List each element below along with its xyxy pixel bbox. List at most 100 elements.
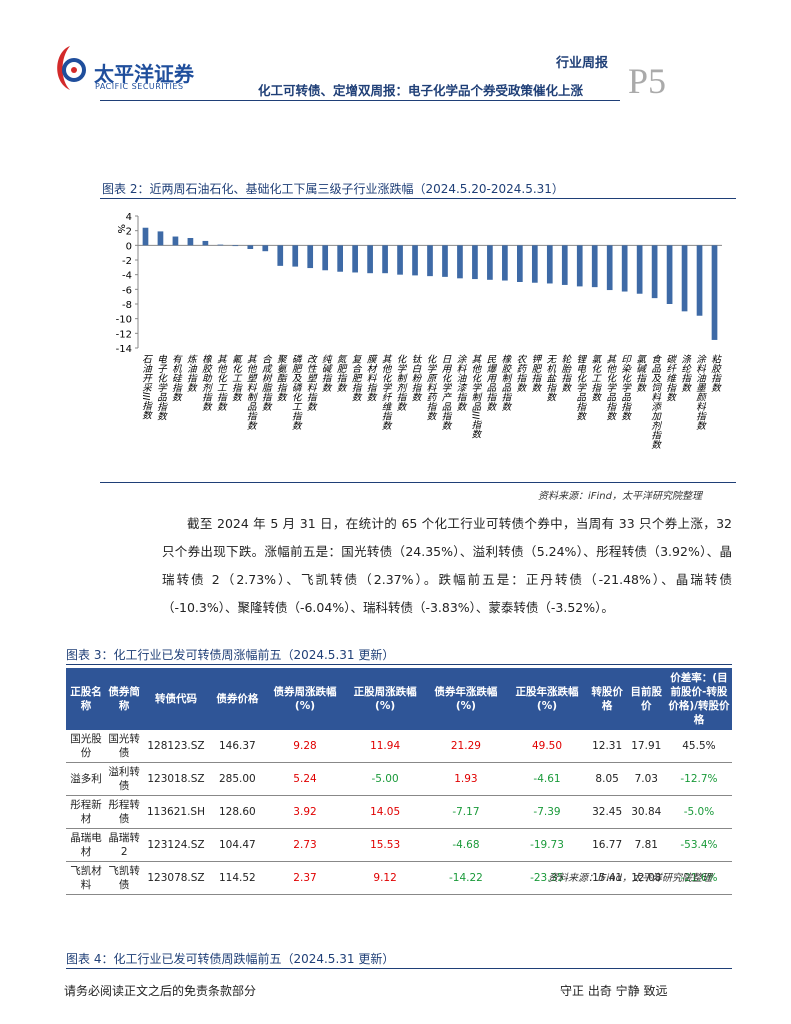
bar bbox=[591, 245, 598, 288]
report-title: 化工可转债、定增双周报：电子化学品个券受政策催化上涨 bbox=[258, 83, 584, 98]
y-tick-label: -12 bbox=[116, 329, 132, 340]
x-tick-label: 民爆用品指数 bbox=[484, 354, 496, 411]
x-tick-label: 橡胶制品指数 bbox=[499, 353, 511, 411]
table-cell: 45.5% bbox=[665, 730, 732, 763]
x-tick-label: 其他化学制品III指数 bbox=[469, 354, 481, 438]
bar bbox=[367, 245, 373, 274]
table-cell: 8.05 bbox=[587, 762, 627, 796]
y-tick-label: -2 bbox=[122, 256, 132, 267]
header-cell: 转债代码 bbox=[142, 668, 210, 730]
x-tick-label: 化学制剂指数 bbox=[395, 354, 407, 411]
bar bbox=[502, 245, 508, 281]
chart: %4 2 0 -2 -4 -6 -8 -10 -12 -14 石油开采III指数 电子化学品指数 有机硅… bbox=[115, 212, 722, 449]
x-tick-label: 改性塑料指数 bbox=[305, 354, 317, 411]
x-tick-label: 氮肥指数 bbox=[335, 354, 347, 392]
table-cell: 12.31 bbox=[587, 730, 627, 763]
x-tick-label: 纯碱指数 bbox=[320, 354, 332, 392]
x-tick-label: 其他化学品指数 bbox=[604, 354, 616, 421]
table-cell: 16.77 bbox=[587, 828, 627, 862]
bar bbox=[606, 245, 613, 291]
table-cell: -23.35 bbox=[506, 861, 588, 895]
table-cell: 7.81 bbox=[626, 828, 666, 862]
x-tick-label: 电子化学品指数 bbox=[155, 354, 167, 421]
table-cell: 128.60 bbox=[209, 795, 266, 829]
x-tick-label: 橡胶助剂指数 bbox=[200, 353, 212, 411]
bar bbox=[651, 245, 658, 299]
x-tick-label: 粘胶指数 bbox=[709, 354, 721, 392]
figure-title: 图表 4：化工行业已发可转债周跌幅前五（2024.5.31 更新） bbox=[66, 952, 395, 966]
table-cell: 1.93 bbox=[425, 762, 507, 796]
source: 资料来源：iFind，太平洋研究院整理 bbox=[538, 491, 702, 502]
rule bbox=[100, 198, 736, 199]
bar bbox=[157, 231, 164, 246]
table-cell: 7.03 bbox=[626, 762, 666, 796]
bar bbox=[457, 245, 463, 279]
bar bbox=[412, 245, 418, 276]
y-tick-label: -14 bbox=[116, 344, 132, 355]
table-cell: 123078.SZ bbox=[142, 861, 210, 895]
y-tick-label: -10 bbox=[116, 315, 132, 326]
bar bbox=[636, 245, 643, 294]
x-tick-label: 磷肥及磷化工指数 bbox=[290, 354, 302, 430]
bar bbox=[292, 245, 299, 267]
page-number: P5 bbox=[628, 61, 667, 101]
y-tick-label: -8 bbox=[122, 300, 132, 311]
bar bbox=[307, 245, 314, 269]
bar bbox=[397, 245, 403, 275]
footer-right: 守正 出奇 宁静 致远 bbox=[560, 984, 668, 998]
table-cell: 2.73 bbox=[265, 828, 345, 862]
header-cell: 债券价格 bbox=[209, 668, 266, 730]
table-cell: -21.6% bbox=[665, 861, 732, 895]
table-cell: 彤程新材 bbox=[66, 795, 106, 829]
table-cell: 49.50 bbox=[506, 730, 588, 763]
header-cell: 转股价格 bbox=[587, 668, 627, 730]
bar bbox=[217, 244, 224, 246]
source: 资料来源：iFind，太平洋研究院整理 bbox=[548, 873, 712, 884]
x-tick-label: 其他化工指数 bbox=[215, 354, 227, 411]
x-tick-label: 日用化学产品指数 bbox=[439, 354, 451, 430]
paragraph: 截至 2024 年 5 月 31 日，在统计的 65 个化工行业可转债个券中，当… bbox=[162, 516, 732, 615]
x-tick-label: 碳纤维指数 bbox=[664, 354, 676, 402]
x-tick-label: 膜材料指数 bbox=[365, 354, 377, 402]
x-tick-label: 轮胎指数 bbox=[559, 354, 571, 392]
bar bbox=[487, 245, 493, 280]
bar bbox=[337, 245, 343, 272]
x-tick-label: 涂料油墨颜料指数 bbox=[694, 353, 706, 430]
x-tick-label: 锂电化学品指数 bbox=[574, 354, 586, 421]
y-axis-label: % bbox=[115, 224, 126, 234]
table-title: 图表 3：化工行业已发可转债周涨幅前五（2024.5.31 更新） bbox=[66, 648, 395, 662]
y-tick-label: 4 bbox=[126, 212, 132, 223]
table-cell: 9.28 bbox=[265, 730, 345, 763]
table-cell: -5.00 bbox=[344, 762, 426, 796]
table-cell: -53.4% bbox=[665, 828, 732, 862]
table-cell: 12.08 bbox=[626, 861, 666, 895]
table-cell: 32.45 bbox=[587, 795, 627, 829]
header-cell: 正股年涨跌幅(%) bbox=[506, 668, 588, 730]
header-cell: 债券简称 bbox=[105, 668, 143, 730]
bar bbox=[247, 245, 254, 249]
x-tick-label: 氟化工指数 bbox=[230, 354, 242, 402]
x-tick-label: 氯碱指数 bbox=[634, 353, 646, 392]
bar bbox=[472, 245, 478, 280]
table-cell: 146.37 bbox=[209, 730, 266, 763]
x-tick-label: 聚氨酯指数 bbox=[275, 354, 287, 402]
x-tick-label: 其他化学纤维指数 bbox=[380, 354, 392, 430]
bar bbox=[576, 245, 583, 287]
figure-title: 图表 2：近两周石油石化、基础化工下属三级子行业涨跌幅（2024.5.20-20… bbox=[102, 182, 564, 196]
table-cell: 17.91 bbox=[626, 730, 666, 763]
bar bbox=[561, 245, 568, 285]
table-cell: 14.05 bbox=[344, 795, 426, 829]
x-tick-label: 印染化学品指数 bbox=[619, 354, 631, 421]
y-tick-label: 0 bbox=[126, 241, 132, 252]
bar bbox=[172, 236, 179, 246]
table-cell: 飞凯材料 bbox=[66, 861, 106, 895]
table-cell: 113621.SH bbox=[142, 795, 210, 829]
x-tick-label: 涤纶指数 bbox=[679, 354, 691, 392]
table-cell: 9.12 bbox=[344, 861, 426, 895]
table-cell: 15.41 bbox=[587, 861, 627, 895]
bar bbox=[621, 245, 628, 292]
logo-mark bbox=[50, 42, 90, 94]
header-rule bbox=[100, 100, 620, 101]
x-tick-label: 钛白粉指数 bbox=[410, 354, 422, 402]
table-cell: 21.29 bbox=[425, 730, 507, 763]
